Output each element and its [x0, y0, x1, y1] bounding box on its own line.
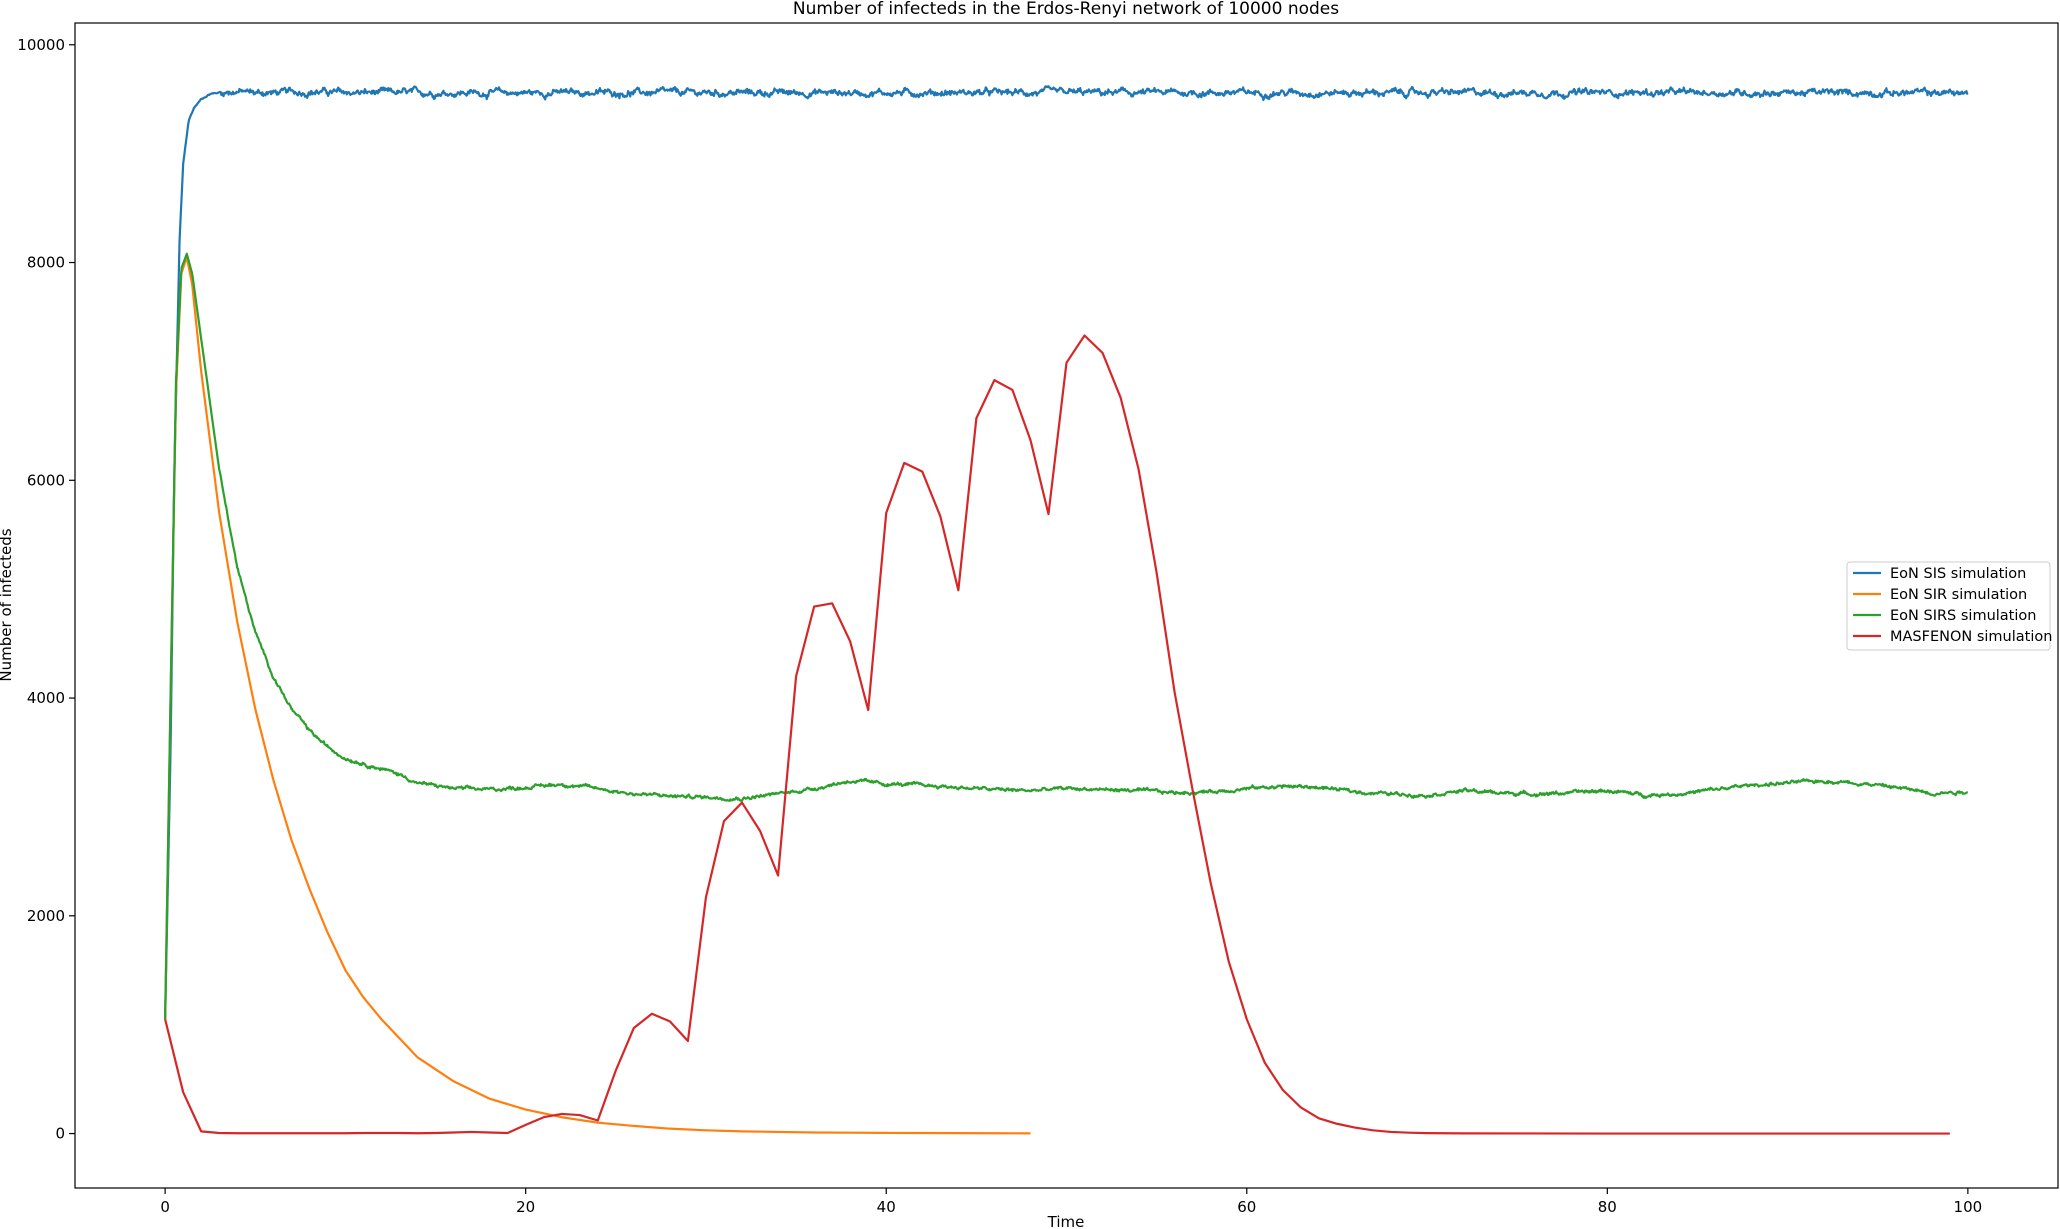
series-line-0 — [164, 85, 1969, 1020]
legend-entry-3: MASFENON simulation — [1890, 629, 2052, 645]
x-tick-label-4: 80 — [1598, 1198, 1617, 1216]
legend: EoN SIS simulation EoN SIR simulation EoN … — [1846, 561, 2052, 651]
chart-title: Number of infecteds in the Erdos-Renyi n… — [793, 0, 1339, 19]
series-line-1 — [164, 255, 1031, 1135]
y-tick-label-0: 0 — [55, 1125, 65, 1143]
x-tick-label-1: 20 — [516, 1198, 535, 1216]
y-tick-label-5: 10000 — [17, 36, 65, 54]
x-tick-label-0: 0 — [160, 1198, 170, 1216]
x-tick-label-3: 60 — [1237, 1198, 1256, 1216]
plot-area-frame — [74, 22, 2059, 1189]
x-axis-label: Time — [1047, 1213, 1085, 1229]
legend-box — [1846, 561, 2051, 651]
y-tick-label-1: 2000 — [27, 907, 65, 925]
series-line-3 — [164, 334, 1950, 1135]
legend-entry-2: EoN SIRS simulation — [1890, 608, 2036, 624]
y-axis-label: Number of infecteds — [0, 528, 15, 681]
y-tick-label-4: 8000 — [27, 254, 65, 272]
x-axis-ticks: 0 20 40 60 80 100 — [160, 1188, 1982, 1216]
series-layer — [164, 85, 1969, 1135]
y-axis-ticks: 0 2000 4000 6000 8000 10000 — [17, 36, 75, 1143]
y-tick-label-3: 6000 — [27, 471, 65, 489]
x-tick-label-2: 40 — [877, 1198, 896, 1216]
y-tick-label-2: 4000 — [27, 689, 65, 707]
series-line-2 — [164, 252, 1969, 1020]
x-tick-label-5: 100 — [1954, 1198, 1983, 1216]
legend-entry-0: EoN SIS simulation — [1890, 566, 2026, 582]
legend-entry-1: EoN SIR simulation — [1890, 587, 2027, 603]
